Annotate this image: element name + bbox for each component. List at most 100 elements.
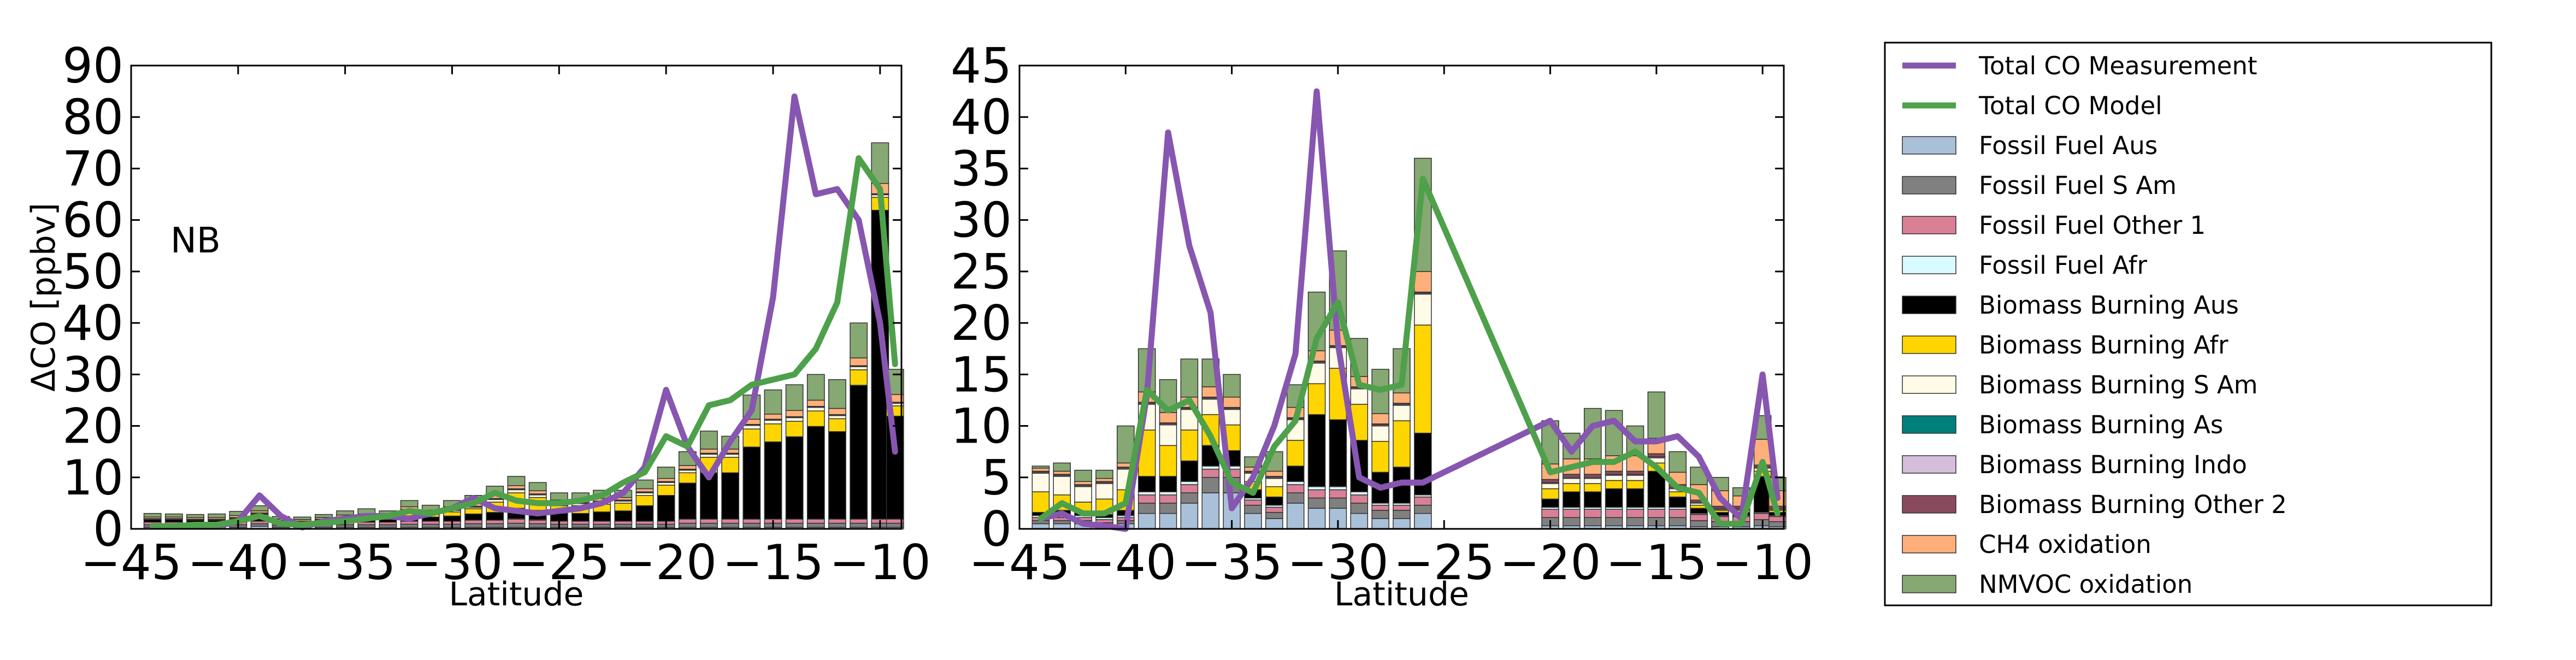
- bar-segment-biomass-burning-aus: [1159, 476, 1177, 492]
- x-ticks-right: −45 −40 −35 −30 −25 −20 −15 −10: [969, 66, 1813, 591]
- legend-item: Total CO Measurement: [1902, 51, 2257, 80]
- panel-left: −45 −40 −35 −30 −25 −20 −15 −10 010203040506070…: [25, 38, 931, 614]
- x-tick-label: −30: [1287, 534, 1389, 591]
- bar-segment-biomass-burning-aus: [785, 436, 804, 520]
- bar-segment-fossil-fuel-s-am: [486, 523, 504, 528]
- bar-stack: [850, 322, 868, 529]
- legend-label: Fossil Fuel S Am: [1979, 171, 2177, 200]
- bar-segment-nmvoc-oxidation: [1074, 469, 1092, 482]
- legend-item: Fossil Fuel Afr: [1902, 251, 2147, 280]
- bar-segment-biomass-burning-s-am: [1541, 483, 1559, 490]
- legend-label: Biomass Burning S Am: [1979, 370, 2258, 399]
- bar-segment-ch4-oxidation: [764, 414, 782, 420]
- legend-patch-swatch: [1902, 535, 1956, 553]
- bar-segment-fossil-fuel-aus: [1159, 512, 1177, 529]
- x-axis-label-right: Latitude: [1334, 575, 1469, 614]
- bar-segment-biomass-burning-s-am: [1605, 475, 1623, 481]
- bar-segment-biomass-burning-afr: [657, 485, 675, 496]
- bar-segment-fossil-fuel-other-1: [571, 521, 590, 525]
- bar-segment-biomass-burning-aus: [806, 426, 825, 520]
- bar-stack: [657, 467, 675, 529]
- bar-segment-nmvoc-oxidation: [400, 500, 418, 508]
- bar-segment-fossil-fuel-s-am: [1265, 512, 1283, 519]
- bar-segment-biomass-burning-aus: [593, 511, 611, 522]
- legend-item: Biomass Burning Indo: [1902, 450, 2247, 479]
- bar-segment-fossil-fuel-s-am: [614, 523, 633, 528]
- legend-label: Total CO Model: [1978, 91, 2162, 120]
- bar-segment-fossil-fuel-s-am: [1137, 503, 1156, 514]
- bar-segment-biomass-burning-aus: [850, 385, 868, 520]
- bar-segment-biomass-burning-afr: [828, 418, 846, 432]
- bar-segment-fossil-fuel-other-1: [1626, 509, 1644, 518]
- bar-stack: [785, 384, 804, 529]
- bar-segment-fossil-fuel-other-1: [1244, 499, 1262, 506]
- y-tick-label: 40: [951, 89, 1012, 145]
- y-tick-label: 20: [62, 398, 123, 455]
- bar-segment-fossil-fuel-other-1: [1669, 509, 1687, 518]
- bar-segment-nmvoc-oxidation: [208, 513, 226, 518]
- legend-label: Total CO Measurement: [1978, 51, 2257, 80]
- bar-segment-fossil-fuel-other-1: [400, 521, 418, 525]
- x-tick-label: −10: [829, 534, 931, 591]
- legend-label: Biomass Burning Aus: [1979, 291, 2239, 320]
- bar-segment-fossil-fuel-s-am: [1414, 504, 1432, 514]
- bar-segment-ch4-oxidation: [635, 488, 654, 492]
- bar-segment-fossil-fuel-aus: [1286, 503, 1305, 529]
- bar-segment-biomass-burning-s-am: [1201, 398, 1220, 415]
- legend-patch-swatch: [1902, 296, 1956, 314]
- bar-segment-biomass-burning-aus: [1286, 465, 1305, 482]
- bar-segment-fossil-fuel-other-1: [678, 518, 697, 524]
- bar-segment-ch4-oxidation: [1095, 478, 1113, 482]
- bar-segment-fossil-fuel-other-1: [1753, 512, 1772, 520]
- bar-segment-fossil-fuel-s-am: [1201, 477, 1220, 493]
- bar-segment-biomass-burning-aus: [614, 510, 633, 522]
- legend-patch-swatch: [1902, 455, 1956, 474]
- bar-segment-biomass-burning-aus: [1414, 432, 1432, 496]
- y-tick-label: 45: [951, 38, 1012, 94]
- bar-segment-fossil-fuel-other-1: [1180, 484, 1199, 493]
- legend-patch-swatch: [1902, 216, 1956, 234]
- bar-segment-nmvoc-oxidation: [143, 512, 162, 518]
- bar-segment-biomass-burning-afr: [614, 503, 633, 511]
- bar-segment-ch4-oxidation: [1031, 468, 1050, 472]
- bar-segment-nmvoc-oxidation: [528, 482, 547, 492]
- legend-patch-swatch: [1902, 136, 1956, 155]
- legend-label: CH4 oxidation: [1979, 530, 2151, 559]
- bar-segment-fossil-fuel-s-am: [1393, 510, 1411, 519]
- bar-segment-biomass-burning-aus: [657, 495, 675, 522]
- bar-segment-fossil-fuel-aus: [1393, 518, 1411, 529]
- bar-segment-fossil-fuel-aus: [1201, 492, 1220, 529]
- bar-segment-fossil-fuel-other-1: [1563, 509, 1581, 518]
- bar-segment-fossil-fuel-other-1: [528, 520, 547, 525]
- bar-segment-biomass-burning-aus: [1605, 488, 1623, 508]
- bar-segment-ch4-oxidation: [1265, 470, 1283, 477]
- legend-label: Fossil Fuel Afr: [1979, 251, 2147, 280]
- bar-segment-nmvoc-oxidation: [764, 389, 782, 415]
- bar-segment-biomass-burning-aus: [1626, 488, 1644, 508]
- legend-item: CH4 oxidation: [1902, 530, 2151, 559]
- x-tick-label: −45: [969, 534, 1070, 591]
- series-line-total-co-model: [1038, 175, 1781, 527]
- y-tick-label: 30: [951, 192, 1012, 249]
- bar-segment-fossil-fuel-s-am: [1371, 510, 1389, 519]
- bar-segment-fossil-fuel-s-am: [850, 522, 868, 528]
- bar-segment-fossil-fuel-afr: [1329, 486, 1347, 491]
- bar-segment-biomass-burning-aus: [764, 441, 782, 520]
- bar-segment-fossil-fuel-s-am: [1244, 504, 1262, 514]
- legend-item: Fossil Fuel Aus: [1902, 131, 2158, 160]
- bar-segment-fossil-fuel-s-am: [700, 522, 718, 528]
- bar-segment-biomass-burning-aus: [1137, 476, 1156, 492]
- bar-segment-biomass-burning-afr: [850, 369, 868, 386]
- bar-segment-fossil-fuel-other-1: [507, 518, 526, 524]
- y-tick-label: 10: [62, 450, 123, 506]
- bar-segment-ch4-oxidation: [678, 465, 697, 470]
- bar-segment-fossil-fuel-other-1: [850, 518, 868, 524]
- bar-segment-fossil-fuel-s-am: [785, 522, 804, 528]
- bar-segment-fossil-fuel-s-am: [1669, 517, 1687, 527]
- bar-segment-biomass-burning-s-am: [1371, 425, 1389, 442]
- y-tick-label: 60: [62, 192, 123, 249]
- bar-segment-fossil-fuel-aus: [1265, 518, 1283, 529]
- bar-segment-biomass-burning-aus: [1563, 491, 1581, 508]
